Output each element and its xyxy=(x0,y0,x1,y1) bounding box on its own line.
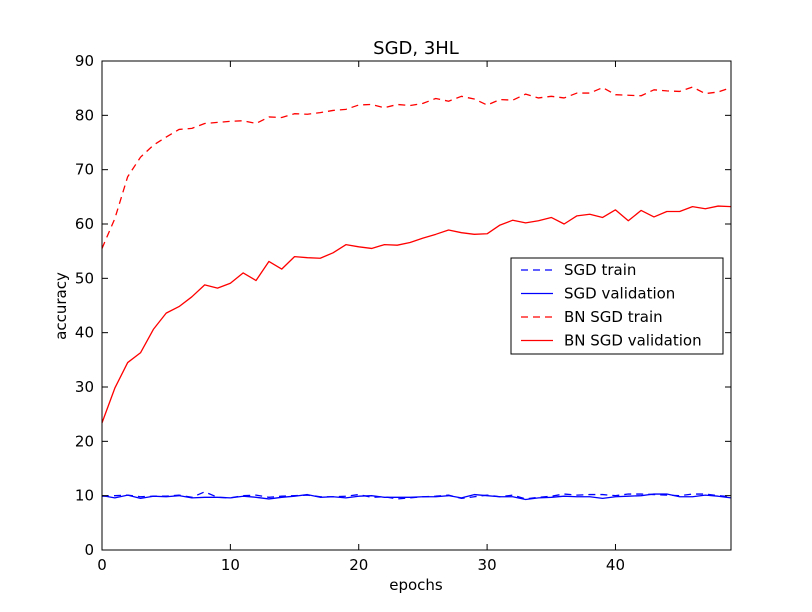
chart-title: SGD, 3HL xyxy=(373,38,459,59)
x-tick-label: 10 xyxy=(221,556,240,574)
x-axis-label: epochs xyxy=(389,576,443,594)
y-tick-label: 0 xyxy=(84,541,94,559)
y-tick-label: 50 xyxy=(75,269,94,287)
legend: SGD train SGD validation BN SGD train BN SG… xyxy=(510,257,724,355)
y-tick-label: 90 xyxy=(75,52,94,70)
y-tick-label: 20 xyxy=(75,432,94,450)
legend-box xyxy=(510,257,724,355)
y-axis-label: accuracy xyxy=(52,272,70,340)
x-tick-label: 0 xyxy=(97,556,107,574)
series-line-1 xyxy=(101,493,732,501)
x-tick-label: 20 xyxy=(349,556,368,574)
legend-label-2: BN SGD train xyxy=(564,308,663,326)
legend-label-1: SGD validation xyxy=(564,285,675,303)
plot-frame xyxy=(101,60,732,551)
y-tick-label: 30 xyxy=(75,378,94,396)
y-tick-label: 60 xyxy=(75,215,94,233)
x-tick-label: 40 xyxy=(606,556,625,574)
y-tick-label: 10 xyxy=(75,487,94,505)
legend-label-3: BN SGD validation xyxy=(564,332,702,350)
legend-label-0: SGD train xyxy=(564,261,636,279)
series-line-2 xyxy=(101,86,732,249)
y-tick-label: 40 xyxy=(75,324,94,342)
series-line-3 xyxy=(101,205,732,424)
plot-area: 0 10 20 30 40 0 10 20 30 40 50 60 70 80 90 xyxy=(75,52,732,574)
y-tick-label: 80 xyxy=(75,106,94,124)
y-tick-label: 70 xyxy=(75,161,94,179)
x-tick-label: 30 xyxy=(478,556,497,574)
